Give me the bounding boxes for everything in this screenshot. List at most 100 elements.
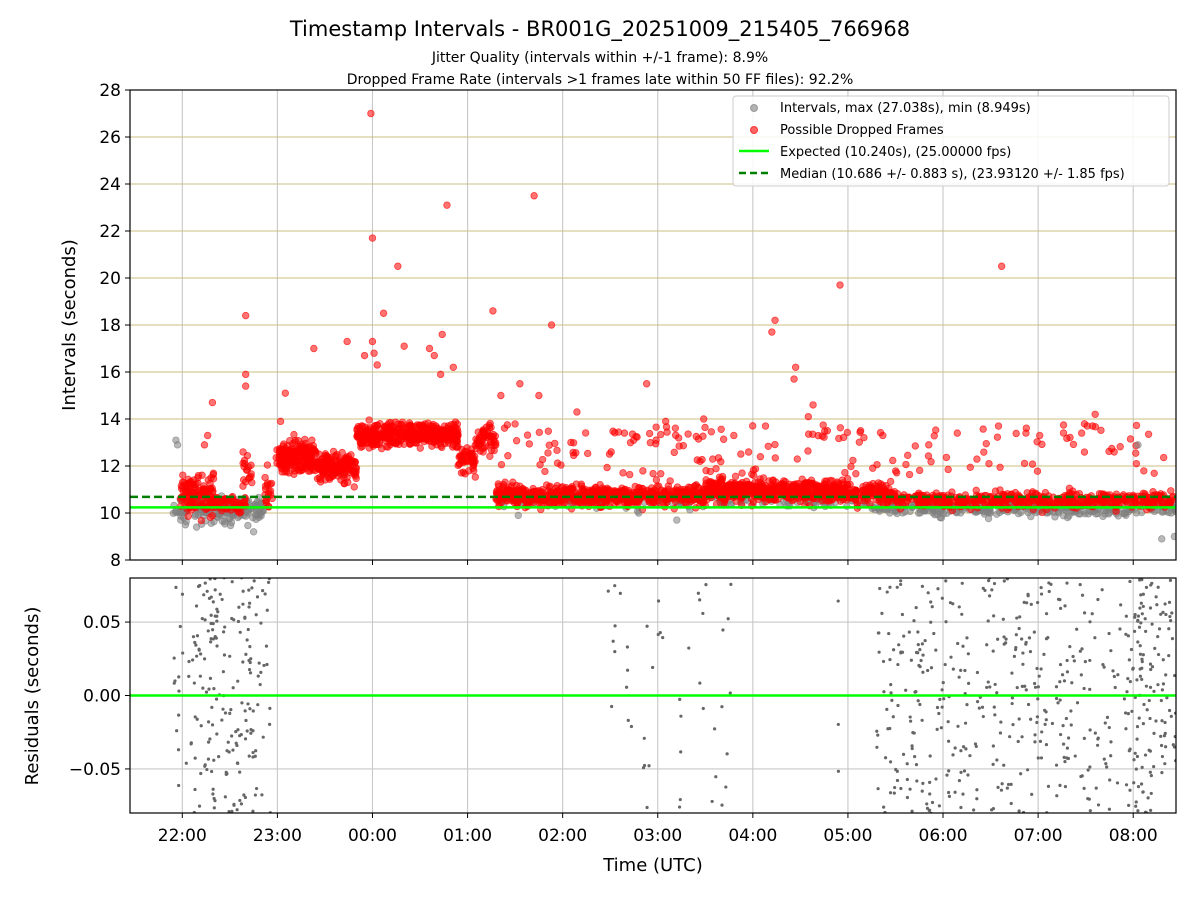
- residual-point: [1080, 647, 1084, 651]
- residual-point: [986, 680, 990, 684]
- residual-point: [920, 642, 924, 646]
- residual-point: [235, 761, 240, 765]
- residual-point: [1105, 715, 1110, 720]
- residual-point: [934, 777, 938, 781]
- residual-point: [1153, 646, 1157, 650]
- residual-point: [1088, 620, 1092, 624]
- dropped-frame-point: [459, 468, 468, 476]
- residual-point: [1148, 770, 1152, 774]
- residual-point: [1088, 658, 1092, 663]
- dropped-frame-point: [355, 432, 364, 441]
- residual-point: [961, 792, 965, 796]
- residual-point: [1138, 652, 1143, 656]
- residual-point: [1011, 722, 1015, 727]
- residual-point: [1134, 767, 1138, 771]
- residual-point: [177, 569, 180, 572]
- residual-point: [1164, 745, 1168, 749]
- dropped-frame-point: [869, 464, 877, 472]
- residual-point: [720, 803, 724, 807]
- residual-point: [202, 593, 206, 597]
- residual-point: [244, 718, 248, 723]
- residual-point: [1150, 817, 1153, 820]
- residuals-y-tick-label: 0.05: [83, 613, 121, 633]
- residual-point: [1163, 762, 1167, 766]
- residual-point: [248, 660, 252, 665]
- residual-point: [1037, 674, 1041, 678]
- residual-point: [613, 584, 617, 588]
- dropped-frame-point: [352, 469, 360, 477]
- residual-point: [223, 625, 227, 629]
- dropped-frame-outlier: [241, 311, 250, 320]
- residual-point: [195, 634, 200, 638]
- residual-point: [1063, 784, 1068, 789]
- dropped-frame-point: [276, 447, 284, 455]
- dropped-frame-point: [991, 487, 1000, 495]
- interval-point: [937, 514, 946, 522]
- dropped-frame-point: [719, 435, 728, 443]
- residual-point: [204, 690, 209, 694]
- dropped-frame-point: [308, 436, 316, 444]
- residual-point: [1136, 619, 1140, 623]
- residual-point: [1131, 666, 1135, 670]
- chart-subtitle-1: Jitter Quality (intervals within +/-1 fr…: [431, 50, 768, 66]
- residual-point: [993, 713, 997, 717]
- residual-point: [1080, 593, 1085, 597]
- dropped-frame-point: [871, 484, 880, 492]
- interval-outlier: [514, 511, 522, 520]
- dropped-frame-point: [662, 489, 670, 497]
- residual-point: [223, 795, 227, 799]
- residual-point: [1160, 754, 1165, 759]
- residual-point: [1054, 685, 1059, 689]
- residual-point: [939, 726, 943, 730]
- residual-point: [1107, 631, 1111, 636]
- residual-point: [207, 687, 211, 691]
- residual-point: [1026, 592, 1030, 596]
- dropped-frame-point: [746, 484, 755, 492]
- residual-point: [929, 666, 934, 670]
- residual-point: [915, 779, 919, 783]
- residual-point: [1003, 569, 1006, 572]
- residual-point: [177, 783, 181, 788]
- residual-point: [265, 662, 269, 667]
- residual-point: [721, 628, 725, 632]
- residual-point: [1015, 616, 1019, 620]
- residual-point: [1039, 585, 1043, 590]
- dropped-frame-point: [588, 487, 596, 496]
- residual-point: [1138, 644, 1142, 648]
- dropped-frame-point: [413, 423, 422, 431]
- residual-point: [909, 658, 913, 662]
- dropped-frame-point: [324, 469, 333, 477]
- residual-point: [606, 589, 610, 593]
- interval-point: [1076, 510, 1084, 518]
- residual-point: [1014, 647, 1018, 652]
- residual-point: [194, 604, 199, 608]
- residual-point: [1002, 579, 1006, 583]
- residual-point: [1078, 583, 1082, 587]
- residual-point: [975, 670, 980, 675]
- dropped-frame-point: [927, 458, 935, 466]
- dropped-frame-point: [675, 442, 683, 450]
- residual-point: [1143, 753, 1148, 757]
- residual-point: [226, 574, 229, 577]
- residual-point: [949, 655, 953, 659]
- dropped-frame-outlier: [276, 417, 285, 426]
- dropped-frame-point: [973, 455, 981, 463]
- legend-intervals-marker: [750, 104, 758, 112]
- residual-point: [993, 570, 996, 573]
- residual-point: [962, 769, 967, 773]
- intervals-y-tick-label: 22: [99, 222, 121, 242]
- residual-point: [1102, 757, 1106, 761]
- dropped-frame-point: [381, 423, 389, 431]
- residual-point: [202, 657, 207, 661]
- dropped-frame-point: [804, 447, 812, 455]
- residual-point: [203, 618, 207, 622]
- dropped-frame-point: [1126, 435, 1135, 443]
- dropped-frame-point: [472, 435, 480, 443]
- residual-point: [836, 722, 840, 727]
- residual-point: [1124, 783, 1129, 787]
- residual-point: [940, 596, 944, 600]
- dropped-frame-point: [402, 430, 410, 439]
- dropped-frame-point: [1020, 497, 1028, 505]
- dropped-frame-outlier: [241, 382, 250, 390]
